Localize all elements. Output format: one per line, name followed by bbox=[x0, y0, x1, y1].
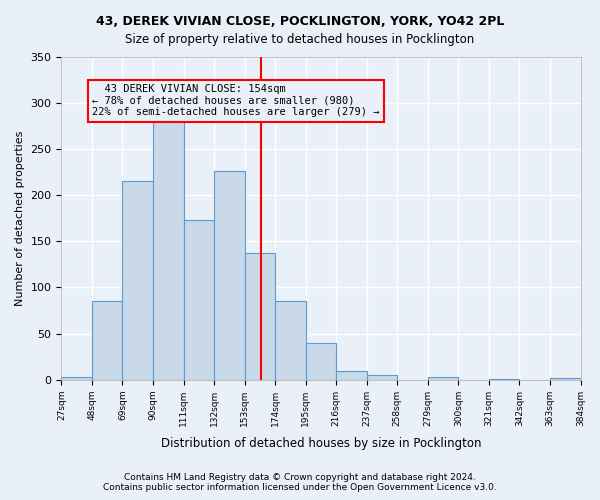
Bar bbox=[122, 181, 153, 380]
Bar bbox=[489, 379, 520, 380]
Text: 43 DEREK VIVIAN CLOSE: 154sqm
← 78% of detached houses are smaller (980)
22% of : 43 DEREK VIVIAN CLOSE: 154sqm ← 78% of d… bbox=[92, 84, 379, 117]
Y-axis label: Number of detached properties: Number of detached properties bbox=[15, 130, 25, 306]
X-axis label: Distribution of detached houses by size in Pocklington: Distribution of detached houses by size … bbox=[161, 437, 481, 450]
Bar bbox=[336, 370, 367, 380]
Text: Size of property relative to detached houses in Pocklington: Size of property relative to detached ho… bbox=[125, 32, 475, 46]
Text: Contains public sector information licensed under the Open Government Licence v3: Contains public sector information licen… bbox=[103, 484, 497, 492]
Text: Contains HM Land Registry data © Crown copyright and database right 2024.: Contains HM Land Registry data © Crown c… bbox=[124, 474, 476, 482]
Bar bbox=[153, 118, 184, 380]
Bar bbox=[92, 302, 122, 380]
Bar bbox=[184, 220, 214, 380]
Bar bbox=[367, 375, 397, 380]
Bar bbox=[428, 377, 458, 380]
Bar bbox=[305, 343, 336, 380]
Bar bbox=[275, 302, 305, 380]
Bar bbox=[550, 378, 581, 380]
Bar bbox=[214, 171, 245, 380]
Bar bbox=[61, 377, 92, 380]
Text: 43, DEREK VIVIAN CLOSE, POCKLINGTON, YORK, YO42 2PL: 43, DEREK VIVIAN CLOSE, POCKLINGTON, YOR… bbox=[96, 15, 504, 28]
Bar bbox=[245, 253, 275, 380]
